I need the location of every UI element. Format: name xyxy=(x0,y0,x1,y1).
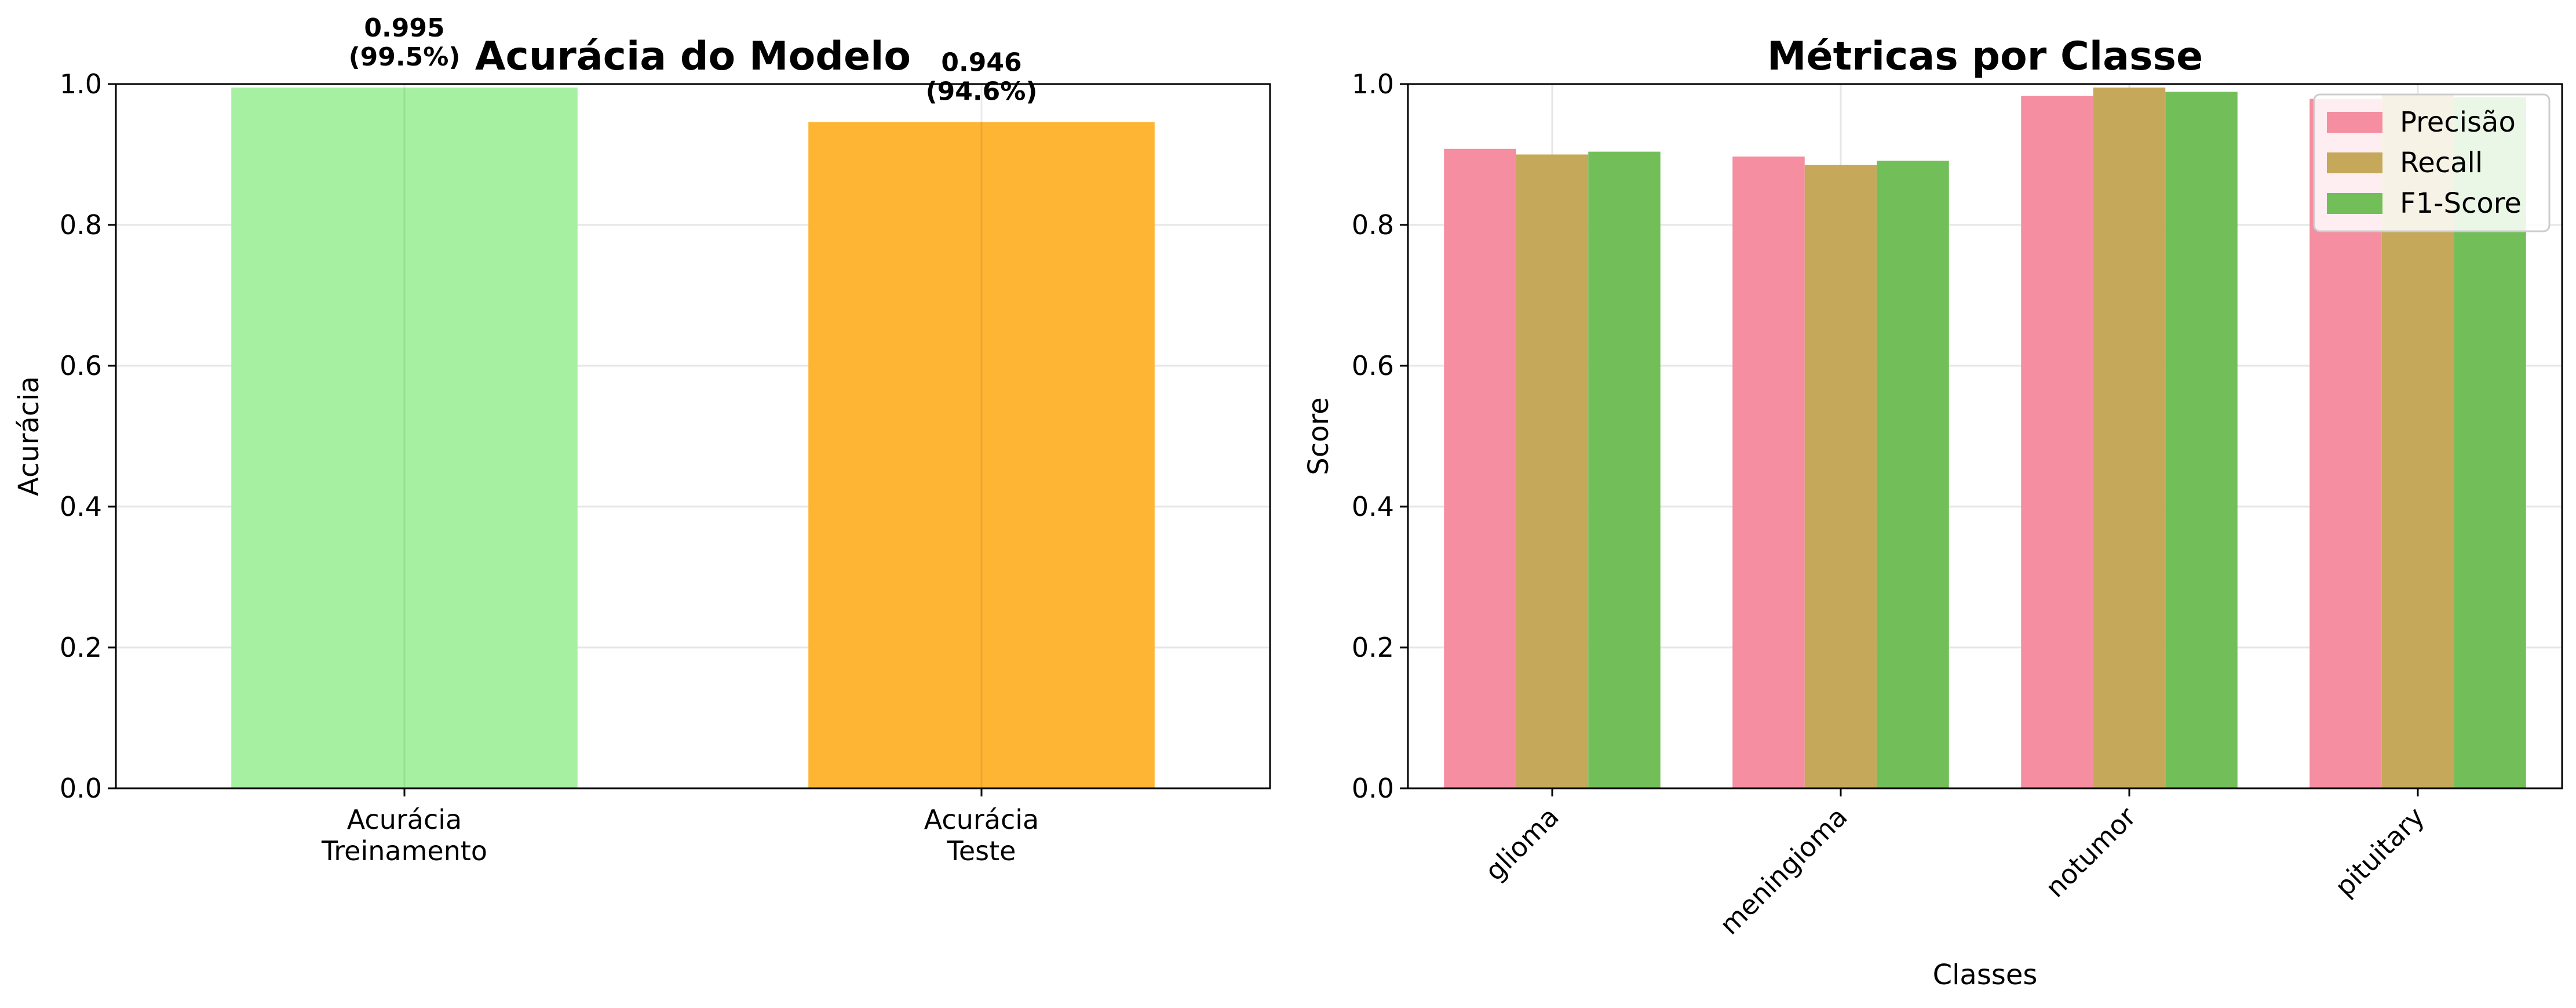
accuracy-chart: 0.0 0.2 0.4 0.6 0.8 1.0 Acurácia Treinamento 0.9… xyxy=(13,13,1271,867)
bar-value-label: 0.995 xyxy=(364,13,444,43)
y-tick-label: 0.4 xyxy=(1352,491,1394,522)
metric-bar xyxy=(1588,151,1661,788)
x-tick-label: pituitary xyxy=(2329,801,2431,903)
bar-percent-label: (94.6%) xyxy=(926,77,1038,107)
x-tick-label: meningioma xyxy=(1713,801,1853,941)
accuracy-bar xyxy=(808,122,1155,789)
metric-bar xyxy=(1877,161,1949,788)
metric-bar xyxy=(1516,154,1589,788)
y-tick-label: 0.6 xyxy=(60,350,102,381)
legend-label: Precisão xyxy=(2400,106,2516,139)
y-tick-label: 0.8 xyxy=(1352,209,1394,241)
y-axis-label: Score xyxy=(1302,397,1335,475)
legend-swatch xyxy=(2327,112,2382,133)
legend-swatch xyxy=(2327,152,2382,173)
y-tick-label: 1.0 xyxy=(60,68,102,100)
chart-title: Métricas por Classe xyxy=(1767,34,2203,79)
accuracy-bar xyxy=(231,88,578,789)
metric-bar xyxy=(2093,88,2166,789)
chart-title: Acurácia do Modelo xyxy=(475,34,911,79)
metric-bar xyxy=(1804,165,1877,789)
metric-bar xyxy=(1732,157,1805,788)
y-tick-label: 0.0 xyxy=(60,773,102,804)
metric-bar xyxy=(2021,96,2093,788)
metric-bar xyxy=(2165,92,2238,789)
y-tick-label: 0.0 xyxy=(1352,773,1394,804)
x-tick-label: notumor xyxy=(2039,801,2142,904)
x-tick-label: Acurácia Treinamento xyxy=(321,804,487,867)
legend-label: Recall xyxy=(2400,147,2483,179)
legend-label: F1-Score xyxy=(2400,187,2522,220)
metrics-chart: 0.0 0.2 0.4 0.6 0.8 1.0 glioma meningioma notumo… xyxy=(1302,34,2563,991)
bar-value-label: 0.946 xyxy=(941,48,1021,78)
y-tick-label: 0.4 xyxy=(60,491,102,522)
plot-frame xyxy=(115,83,1271,789)
y-axis-label: Acurácia xyxy=(13,376,45,496)
y-tick-label: 0.2 xyxy=(60,632,102,663)
y-tick-label: 0.2 xyxy=(1352,632,1394,663)
y-tick-label: 0.8 xyxy=(60,209,102,241)
bar-percent-label: (99.5%) xyxy=(349,42,461,72)
metric-bar xyxy=(1444,148,1516,788)
y-tick-label: 1.0 xyxy=(1352,68,1394,100)
y-tick-label: 0.6 xyxy=(1352,350,1394,381)
x-tick-label: glioma xyxy=(1479,801,1564,887)
x-axis-label: Classes xyxy=(1933,959,2038,991)
plot-frame xyxy=(1407,83,2563,789)
x-tick-label: Acurácia Teste xyxy=(924,804,1039,867)
legend: Precisão Recall F1-Score xyxy=(2313,93,2551,232)
legend-swatch xyxy=(2327,193,2382,214)
